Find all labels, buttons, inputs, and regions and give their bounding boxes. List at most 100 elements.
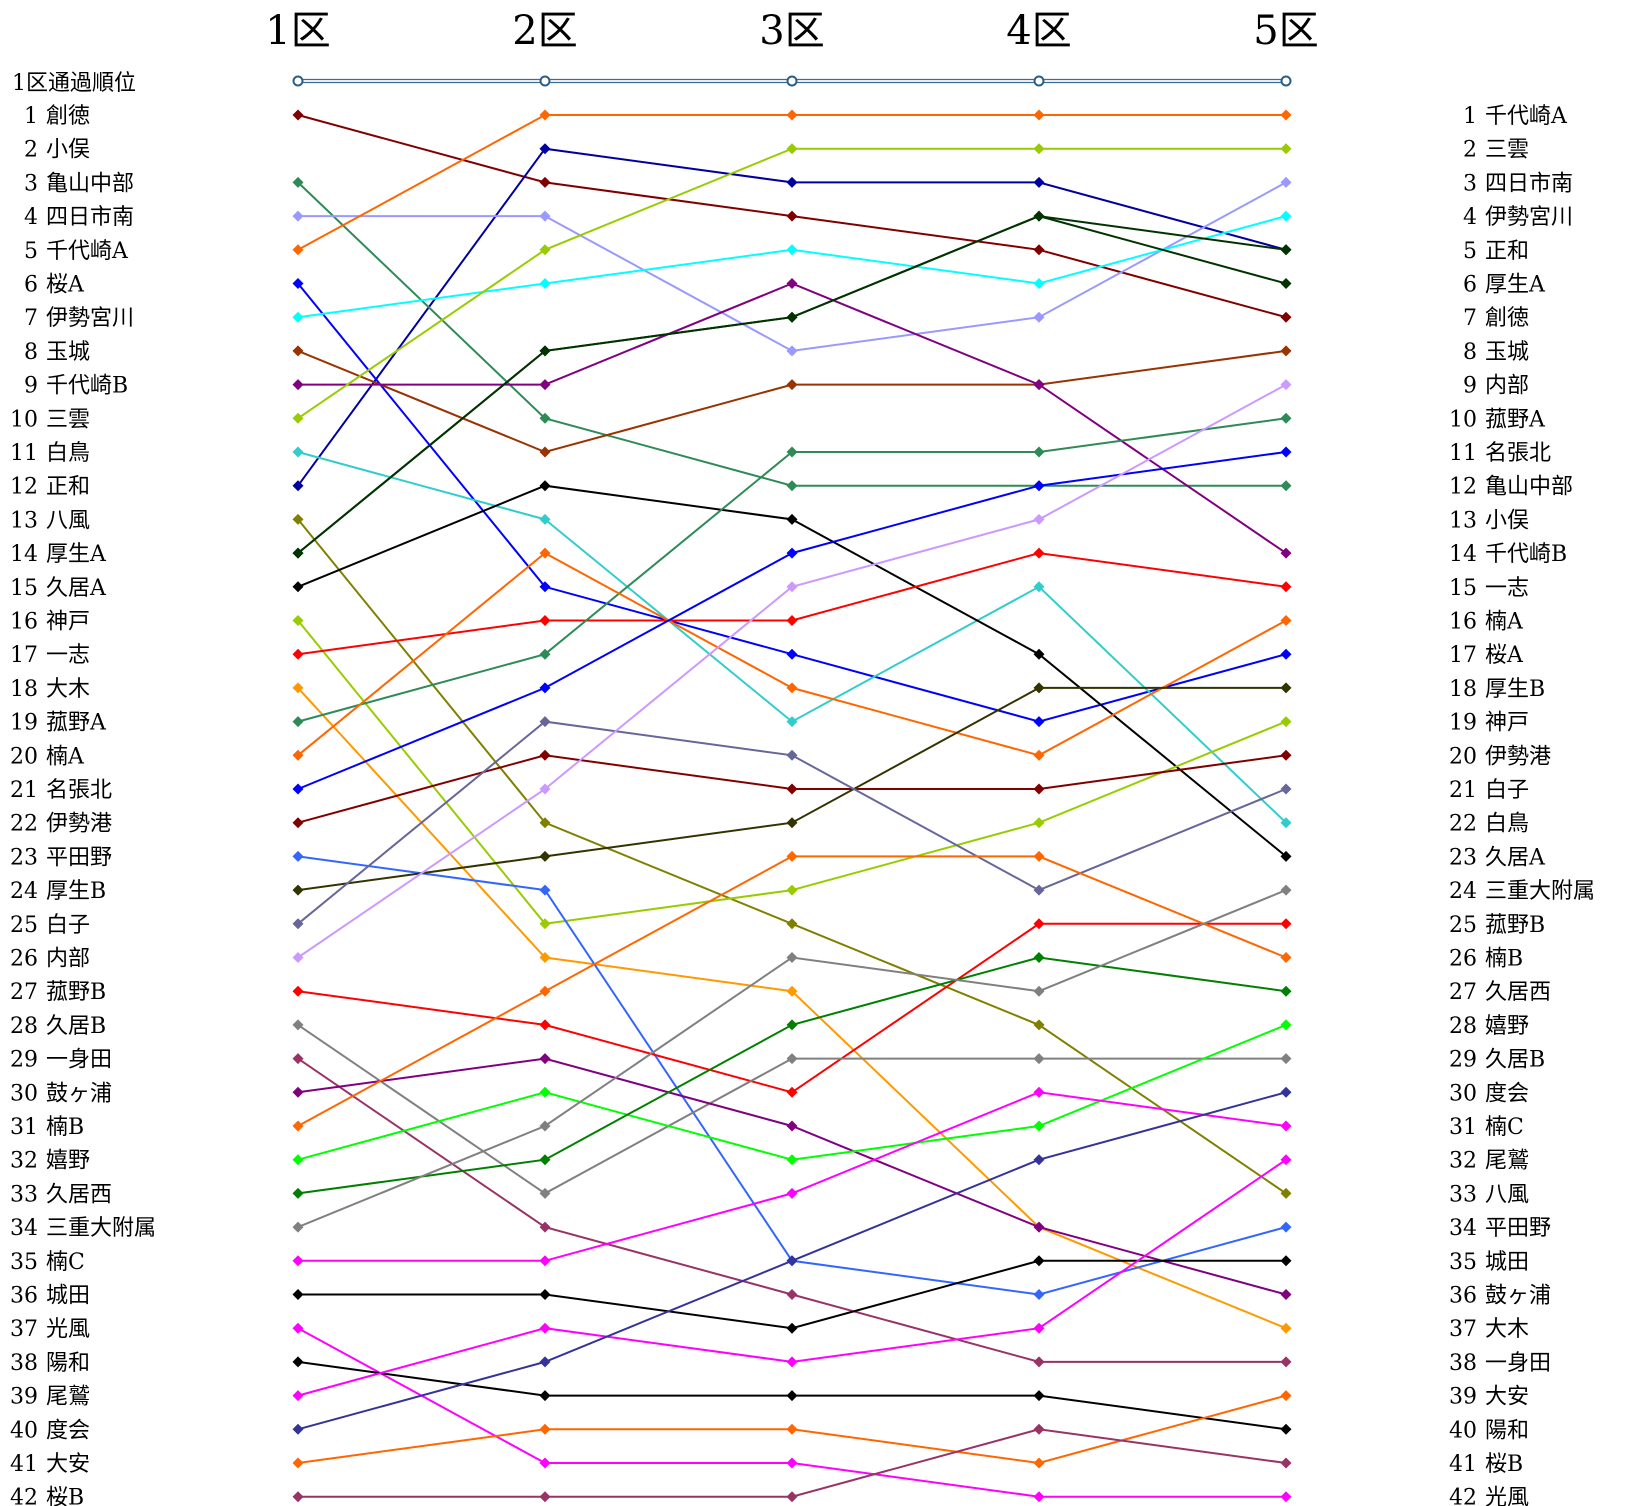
rank-number: 15: [1449, 576, 1477, 601]
data-point: [1033, 379, 1045, 391]
team-name: 度会: [46, 1418, 90, 1443]
team-name: 大安: [1485, 1385, 1529, 1410]
data-point: [1280, 480, 1292, 492]
data-point: [1033, 749, 1045, 761]
data-point: [1033, 1356, 1045, 1368]
data-point: [292, 1053, 304, 1065]
data-point: [539, 176, 551, 188]
series-line: [297, 181, 1286, 487]
rank-number: 4: [24, 205, 38, 230]
data-point: [1280, 1086, 1292, 1098]
team-name: 四日市南: [1485, 171, 1573, 196]
data-point: [539, 1221, 551, 1233]
data-point: [786, 1322, 798, 1334]
data-point: [1280, 345, 1292, 357]
rank-number: 29: [1449, 1048, 1477, 1073]
team-name: 城田: [1485, 1250, 1529, 1275]
rank-number: 23: [10, 845, 38, 870]
data-point: [1280, 716, 1292, 728]
rank-number: 18: [1449, 677, 1477, 702]
team-name: 城田: [46, 1284, 90, 1309]
rank-number: 9: [1463, 374, 1477, 399]
series-41: [292, 1390, 1292, 1469]
rank-number: 26: [1449, 947, 1477, 972]
data-point: [292, 648, 304, 660]
rank-number: 6: [24, 273, 38, 298]
series-39: [292, 1154, 1292, 1402]
data-point: [1280, 615, 1292, 626]
data-point: [292, 682, 304, 694]
data-point: [1033, 783, 1045, 795]
data-point: [1033, 278, 1045, 289]
data-point: [786, 1086, 798, 1098]
team-name: 楠B: [1485, 947, 1523, 972]
data-point: [1280, 952, 1292, 963]
team-name: 桜B: [1485, 1452, 1523, 1477]
rank-number: 28: [1449, 1014, 1477, 1039]
data-point: [1033, 648, 1045, 660]
team-name: 白子: [1485, 778, 1529, 803]
data-point: [539, 1289, 551, 1300]
team-name: 小俣: [1485, 508, 1529, 533]
data-point: [292, 783, 304, 795]
data-point: [539, 446, 551, 458]
team-name: 度会: [1485, 1081, 1529, 1106]
data-point: [1033, 1086, 1045, 1098]
rank-number: 35: [10, 1250, 38, 1275]
rank-number: 20: [1449, 744, 1477, 769]
series-38: [292, 1356, 1292, 1435]
rank-number: 32: [1449, 1149, 1477, 1174]
data-point: [539, 615, 551, 626]
series-17: [292, 547, 1292, 660]
data-point: [786, 176, 798, 188]
data-point: [1033, 716, 1045, 728]
rank-number: 41: [1449, 1452, 1477, 1477]
team-name: 千代崎A: [46, 239, 129, 264]
data-point: [539, 109, 551, 121]
data-point: [539, 1356, 551, 1368]
rank-number: 21: [10, 778, 38, 803]
team-name: 小俣: [46, 138, 90, 163]
data-point: [786, 1390, 798, 1402]
rank-number: 40: [10, 1418, 38, 1443]
data-point: [1280, 109, 1292, 121]
data-point: [292, 1154, 304, 1166]
team-name: 久居B: [1485, 1048, 1545, 1073]
series-line: [297, 619, 1287, 925]
rank-number: 13: [10, 508, 38, 533]
team-name: 三雲: [1485, 138, 1529, 163]
data-point: [292, 1457, 304, 1469]
data-point: [786, 1120, 798, 1132]
series-35: [292, 1086, 1292, 1267]
series-line: [298, 181, 1287, 352]
data-point: [786, 1356, 798, 1368]
data-point: [539, 952, 551, 963]
team-name: 八風: [1485, 1182, 1529, 1207]
rank-number: 25: [10, 913, 38, 938]
data-point: [292, 581, 304, 593]
data-point: [292, 716, 304, 728]
team-name: 三重大附属: [1485, 879, 1595, 904]
data-point: [292, 1019, 304, 1031]
data-point: [1033, 210, 1045, 222]
data-point: [786, 1053, 798, 1065]
rank-number: 7: [24, 306, 38, 331]
data-point: [786, 1457, 798, 1469]
header-marker: [292, 75, 304, 87]
data-point: [1033, 311, 1045, 323]
data-point: [292, 109, 304, 121]
series-42: [292, 1423, 1292, 1503]
team-name: 久居A: [46, 576, 107, 601]
rank-number: 27: [10, 980, 38, 1005]
series-26: [292, 379, 1292, 963]
team-name: 厚生A: [1485, 273, 1546, 298]
data-point: [1280, 412, 1292, 424]
rank-number: 17: [10, 643, 38, 668]
data-point: [539, 1120, 551, 1132]
data-point: [539, 985, 551, 997]
rank-number: 30: [10, 1081, 38, 1106]
data-point: [539, 1390, 551, 1402]
rank-number: 29: [10, 1048, 38, 1073]
team-name: 大安: [46, 1452, 90, 1477]
team-name: 楠B: [46, 1115, 84, 1140]
